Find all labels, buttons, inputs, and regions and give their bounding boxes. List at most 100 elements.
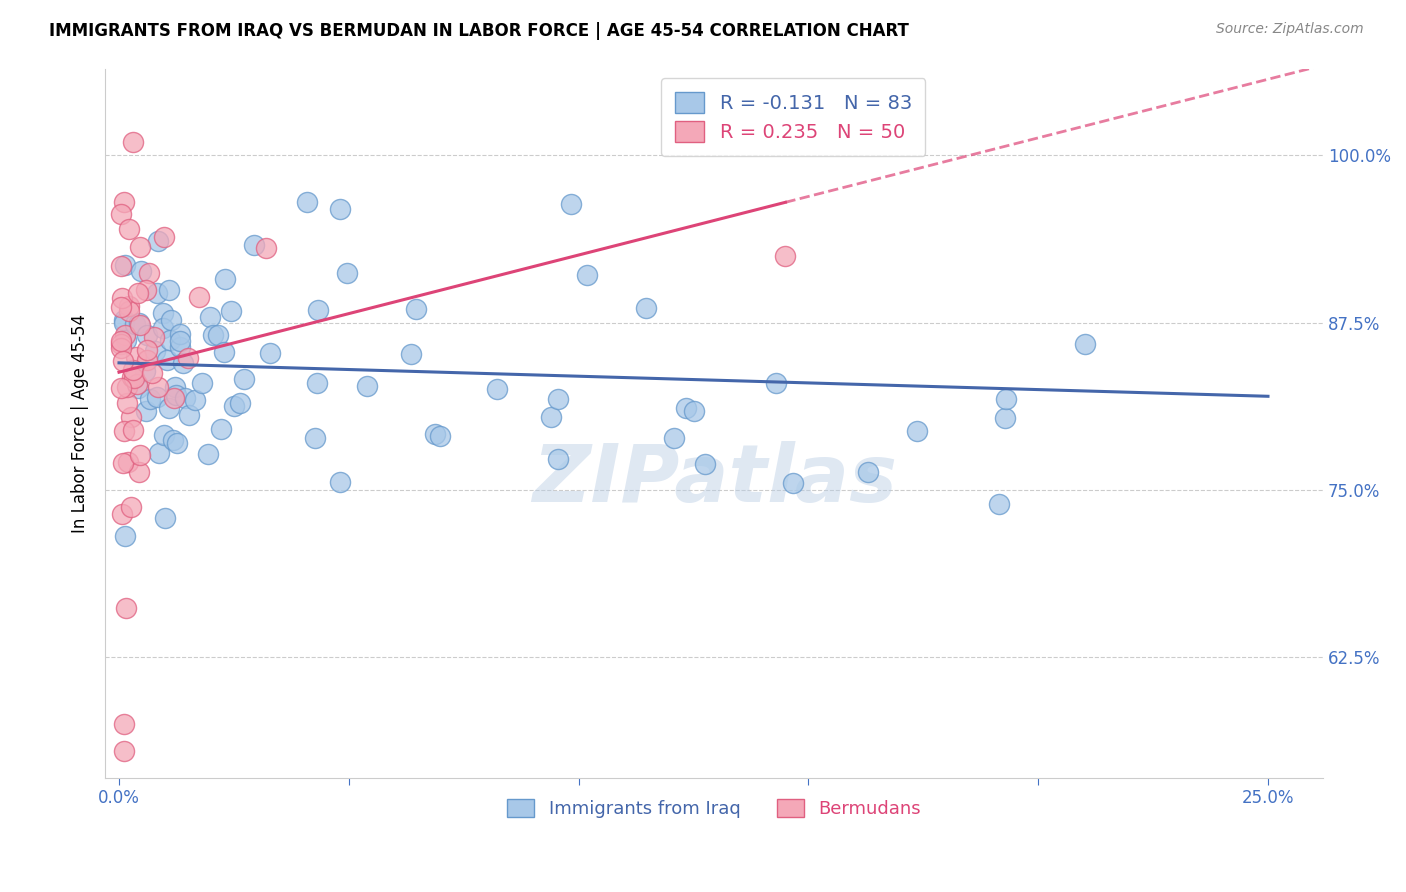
Point [148,446,170,460]
Point [242,238,264,252]
Point [560,197,582,211]
Point [159,333,181,347]
Y-axis label: In Labor Force | Age 45-54: In Labor Force | Age 45-54 [72,314,89,533]
Point [153,229,176,244]
Point [114,258,136,272]
Point [111,291,134,305]
Point [136,343,159,357]
Point [146,234,169,248]
Text: IMMIGRANTS FROM IRAQ VS BERMUDAN IN LABOR FORCE | AGE 45-54 CORRELATION CHART: IMMIGRANTS FROM IRAQ VS BERMUDAN IN LABO… [49,22,910,40]
Point [259,345,281,359]
Point [356,379,378,393]
Point [122,370,145,384]
Point [304,431,326,445]
Point [112,456,135,470]
Point [173,392,195,406]
Point [121,135,143,149]
Point [191,376,214,390]
Point [423,427,446,442]
Point [200,310,222,325]
Point [121,370,143,384]
Point [401,347,423,361]
Point [169,340,191,354]
Point [184,392,207,407]
Point [157,284,180,298]
Point [179,409,201,423]
Point [111,508,134,522]
Text: ZIPatlas: ZIPatlas [531,441,897,519]
Point [112,424,135,438]
Point [547,451,569,466]
Point [157,401,180,415]
Point [765,376,787,390]
Point [693,458,716,472]
Point [115,396,138,410]
Point [124,318,146,332]
Point [121,500,143,514]
Point [112,744,135,758]
Legend: Immigrants from Iraq, Bermudans: Immigrants from Iraq, Bermudans [501,791,928,825]
Point [110,301,132,315]
Point [207,328,229,343]
Point [118,299,141,313]
Point [138,266,160,280]
Point [169,327,191,342]
Point [153,428,176,442]
Point [188,290,211,304]
Point [856,465,879,479]
Point [782,476,804,491]
Point [202,328,225,343]
Point [125,351,148,365]
Point [214,272,236,286]
Point [329,475,352,489]
Point [209,422,232,436]
Point [1073,337,1095,351]
Point [429,428,451,442]
Point [994,411,1017,425]
Point [129,318,152,332]
Point [219,304,242,318]
Point [254,240,277,254]
Point [110,334,132,348]
Point [128,240,150,254]
Point [129,264,152,278]
Point [112,312,135,326]
Point [122,362,145,376]
Point [128,465,150,479]
Point [141,366,163,380]
Point [142,330,165,344]
Point [222,399,245,413]
Point [166,436,188,450]
Point [297,195,319,210]
Point [336,265,359,279]
Point [114,529,136,543]
Point [117,455,139,469]
Point [233,372,256,386]
Point [112,316,135,330]
Point [547,392,569,406]
Point [905,425,928,439]
Point [162,434,184,448]
Point [995,392,1018,406]
Point [229,396,252,410]
Point [576,268,599,282]
Point [120,410,142,425]
Point [163,392,186,406]
Point [111,354,134,368]
Point [152,321,174,335]
Point [160,313,183,327]
Point [636,301,658,316]
Point [405,302,427,317]
Point [165,387,187,401]
Point [145,285,167,300]
Point [156,353,179,368]
Point [129,448,152,462]
Point [148,379,170,393]
Point [139,392,162,406]
Point [128,316,150,330]
Point [125,377,148,392]
Point [143,344,166,359]
Point [136,327,159,342]
Text: Source: ZipAtlas.com: Source: ZipAtlas.com [1216,22,1364,37]
Point [540,410,562,425]
